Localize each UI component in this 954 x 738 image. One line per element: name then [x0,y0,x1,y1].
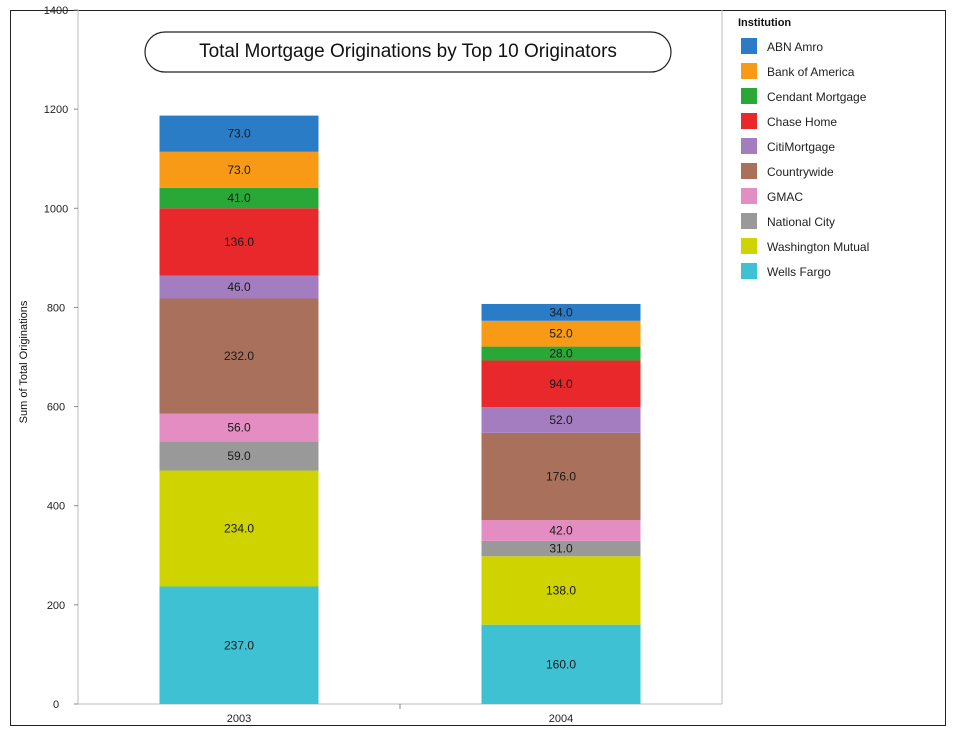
bar-segment[interactable] [159,187,319,209]
segment-value-label: 234.0 [224,522,254,536]
bar-segment[interactable] [481,540,641,557]
segment-value-label: 34.0 [549,305,573,319]
y-tick-label: 1200 [44,104,68,116]
bar-segment[interactable] [159,208,319,276]
chart-title-box: Total Mortgage Originations by Top 10 Or… [144,31,672,73]
segment-value-label: 56.0 [227,420,251,434]
y-tick-label: 600 [47,402,65,414]
bar-segment[interactable] [159,275,319,299]
legend-label: Washington Mutual [767,240,869,254]
legend-swatch [741,263,757,279]
segment-value-label: 232.0 [224,349,254,363]
y-tick-label: 400 [47,501,65,513]
bar-segment[interactable] [159,298,319,414]
segment-value-label: 160.0 [546,657,576,671]
segment-value-label: 52.0 [549,413,573,427]
segment-value-label: 41.0 [227,191,251,205]
x-tick-label: 2004 [549,713,573,725]
segment-value-label: 73.0 [227,127,251,141]
segment-value-label: 136.0 [224,235,254,249]
y-tick-label: 1400 [44,5,68,17]
segment-value-label: 59.0 [227,449,251,463]
legend-swatch [741,113,757,129]
bar-segment[interactable] [481,556,641,625]
bars [159,115,641,704]
legend-item[interactable]: Bank of America [741,63,855,79]
segment-value-label: 28.0 [549,347,573,361]
segment-value-label: 176.0 [546,469,576,483]
legend-swatch [741,163,757,179]
legend-label: Countrywide [767,165,834,179]
legend-item[interactable]: Cendant Mortgage [741,88,867,104]
legend-swatch [741,238,757,254]
bar-segment[interactable] [481,303,641,321]
segment-labels: 237.0 234.0 59.0 56.0 232.0 46.0 136.0 41.0 73.0… [224,127,576,672]
legend-label: Bank of America [767,65,855,79]
y-tick-label: 200 [47,600,65,612]
segment-value-label: 46.0 [227,280,251,294]
legend-swatch [741,88,757,104]
y-tick-label: 1000 [44,203,68,215]
legend-title: Institution [738,17,791,29]
legend-item[interactable]: Chase Home [741,113,837,129]
legend-swatch [741,38,757,54]
legend-label: GMAC [767,190,803,204]
legend-swatch [741,213,757,229]
bar-segment[interactable] [159,151,319,188]
bar-segment[interactable] [159,413,319,442]
bar-segment[interactable] [159,115,319,152]
segment-value-label: 94.0 [549,377,573,391]
bar-segment[interactable] [481,520,641,541]
legend-item[interactable]: CitiMortgage [741,138,835,154]
bar-segment[interactable] [159,441,319,471]
legend-label: National City [767,215,835,229]
legend-item[interactable]: Countrywide [741,163,834,179]
x-tick-label: 2003 [227,713,251,725]
legend-label: Cendant Mortgage [767,90,867,104]
legend-item[interactable]: Wells Fargo [741,263,831,279]
bar-segment[interactable] [481,624,641,704]
legend-swatch [741,188,757,204]
y-tick-label: 800 [47,302,65,314]
y-axis-title: Sum of Total Originations [18,300,30,423]
legend-label: Chase Home [767,115,837,129]
segment-value-label: 138.0 [546,583,576,597]
legend-item[interactable]: Washington Mutual [741,238,869,254]
legend-label: CitiMortgage [767,140,835,154]
legend-label: ABN Amro [767,40,823,54]
legend-item[interactable]: GMAC [741,188,803,204]
legend-swatch [741,138,757,154]
segment-value-label: 31.0 [549,542,573,556]
bar-segment[interactable] [481,407,641,433]
legend-label: Wells Fargo [767,265,831,279]
legend-item[interactable]: National City [741,213,835,229]
legend-item[interactable]: ABN Amro [741,38,823,54]
segment-value-label: 52.0 [549,327,573,341]
legend[interactable]: Institution ABN Amro Bank of America Cenda… [738,17,869,279]
bar-segment[interactable] [159,586,319,704]
segment-value-label: 237.0 [224,638,254,652]
bar-segment[interactable] [159,470,319,587]
segment-value-label: 42.0 [549,524,573,538]
segment-value-label: 73.0 [227,163,251,177]
bar-segment[interactable] [481,432,641,521]
bar-segment[interactable] [481,320,641,347]
bar-segment[interactable] [481,360,641,408]
legend-swatch [741,63,757,79]
bar-segment[interactable] [481,346,641,361]
chart-title: Total Mortgage Originations by Top 10 Or… [199,41,617,62]
y-tick-label: 0 [53,699,59,711]
